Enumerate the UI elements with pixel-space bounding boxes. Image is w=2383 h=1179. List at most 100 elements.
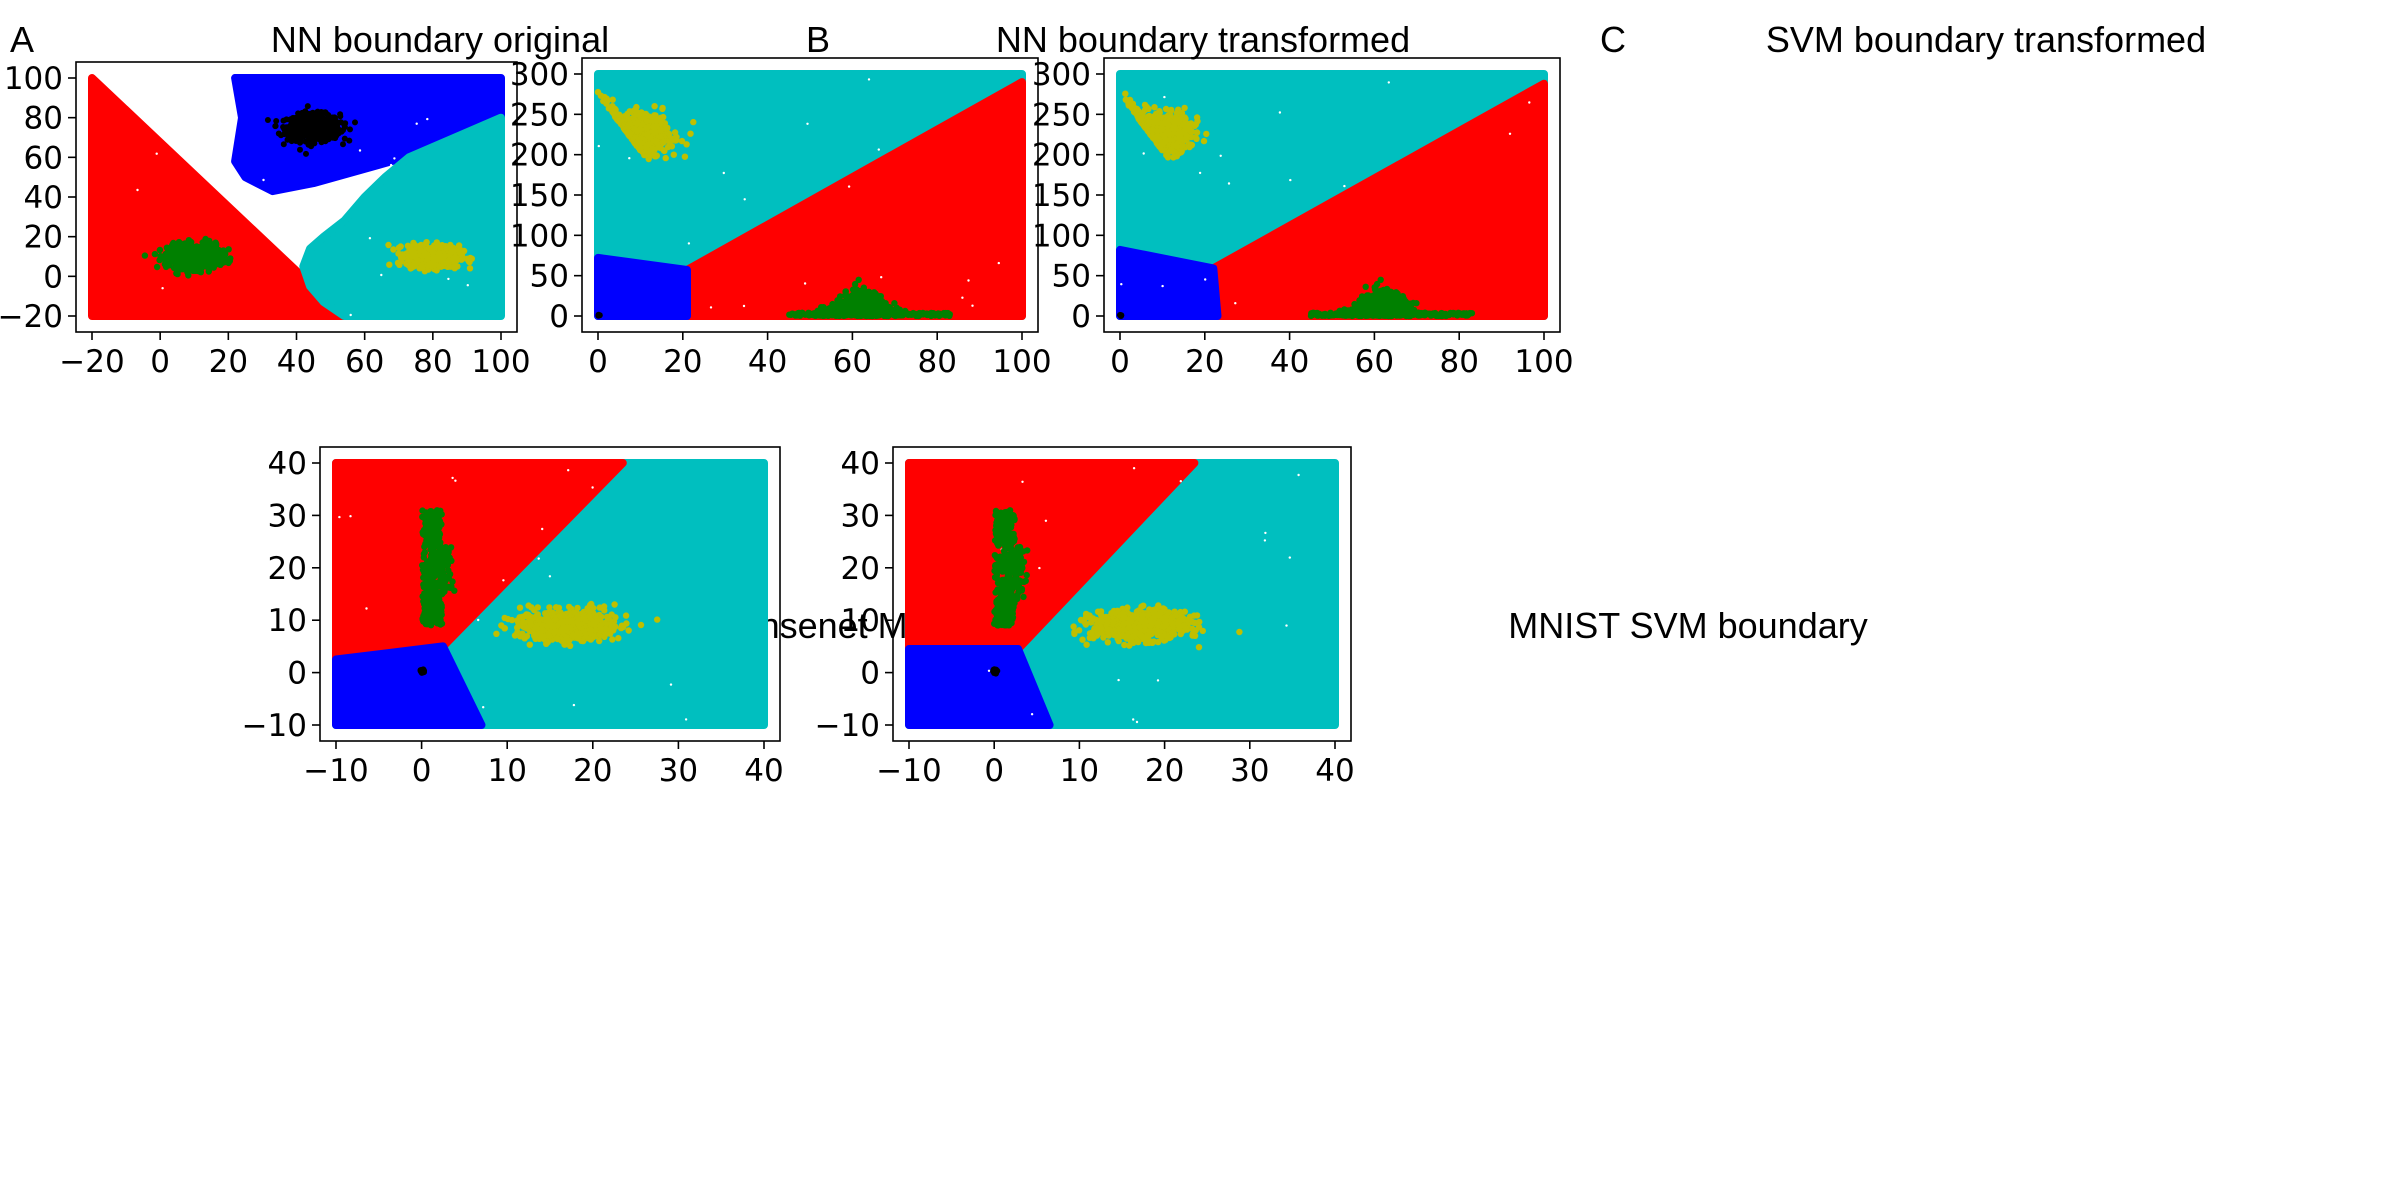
point-yellow [1177, 135, 1185, 142]
point-yellow [433, 267, 440, 274]
point-yellow [681, 153, 689, 160]
point-green [1392, 289, 1400, 296]
point-black [595, 312, 602, 319]
point-yellow [411, 241, 418, 248]
y-tick-label: 0 [549, 299, 569, 335]
point-green [141, 252, 149, 259]
point-green [1362, 283, 1369, 290]
point-black [278, 132, 284, 139]
point-green [888, 308, 895, 315]
point-yellow [1163, 151, 1170, 159]
panel-a: A NN boundary original −20 0 20 40 60 80 100−2… [0, 19, 609, 380]
panel-b: B NN boundary transformed 0 20 40 60 80 10005… [510, 19, 1410, 380]
cluster-black [595, 311, 603, 319]
point-yellow [1180, 121, 1187, 128]
point-yellow [1173, 143, 1181, 150]
point-black [304, 119, 311, 126]
point-black [303, 150, 309, 157]
gap-point [880, 276, 883, 279]
point-green [199, 254, 207, 262]
point-green [940, 309, 947, 317]
point-black [299, 109, 306, 116]
point-yellow [1193, 114, 1201, 121]
point-yellow [423, 239, 430, 247]
gap-point [155, 152, 158, 155]
scatter-gaps [597, 78, 1000, 314]
point-green [1400, 298, 1408, 305]
gap-point [245, 196, 248, 200]
point-green [1399, 293, 1407, 300]
gap-point [349, 515, 352, 518]
point-green [226, 257, 234, 265]
region-blue [594, 253, 691, 320]
y-tick-label: 60 [24, 140, 63, 176]
point-yellow [659, 105, 666, 113]
gap-point [502, 579, 505, 582]
x-tick-label: 20 [1185, 344, 1224, 380]
gap-point [477, 618, 480, 622]
point-black [338, 128, 345, 135]
point-yellow [605, 105, 612, 112]
cluster-green [141, 235, 234, 279]
point-green [807, 311, 814, 318]
point-green [1336, 307, 1343, 314]
x-tick-label: 0 [150, 344, 170, 380]
point-green [794, 312, 801, 319]
point-yellow [1181, 128, 1189, 135]
y-tick-label: 40 [24, 180, 63, 216]
point-green [856, 303, 864, 311]
x-tick-label: 100 [992, 344, 1051, 380]
point-yellow [1153, 119, 1161, 126]
point-yellow [1156, 113, 1163, 120]
point-yellow [637, 145, 644, 152]
point-green [180, 248, 187, 255]
gap-point [1387, 81, 1391, 84]
point-green [156, 246, 164, 254]
point-green [1327, 312, 1335, 319]
panel-c: C SVM boundary transformed 0 20 40 60 80 1000… [1032, 19, 2206, 380]
gap-point [358, 149, 362, 152]
cluster-yellow [594, 88, 697, 163]
point-yellow [660, 147, 668, 154]
point-yellow [1122, 90, 1129, 97]
point-black [264, 117, 271, 123]
point-black [285, 123, 292, 130]
gap-point [628, 157, 631, 160]
point-green [187, 247, 194, 255]
gap-point [368, 237, 372, 240]
gap-point [1278, 111, 1282, 114]
point-green [1392, 302, 1400, 310]
region-blue [1116, 245, 1222, 320]
gap-point [1163, 95, 1166, 99]
point-green [203, 260, 211, 268]
point-green [1371, 294, 1379, 301]
point-green [818, 311, 826, 318]
point-yellow [441, 252, 448, 259]
point-green [437, 561, 444, 569]
cluster-black [1117, 312, 1125, 319]
point-green [213, 247, 220, 254]
gap-point [136, 188, 139, 192]
point-black [298, 119, 305, 126]
gap-point [597, 144, 600, 148]
point-yellow [446, 250, 454, 257]
point-yellow [1167, 113, 1175, 120]
x-tick-label: 100 [471, 344, 530, 380]
panel-title-c: SVM boundary transformed [1766, 19, 2206, 60]
point-green [867, 293, 874, 300]
point-black [280, 141, 287, 148]
point-green [221, 255, 229, 262]
point-green [1403, 305, 1411, 312]
point-green [874, 308, 882, 315]
point-yellow [1193, 129, 1201, 136]
x-tick-label: 20 [209, 344, 248, 380]
point-yellow [625, 121, 632, 128]
point-black [352, 119, 358, 126]
point-green [1450, 311, 1457, 318]
region-blue [332, 642, 486, 729]
point-green [170, 250, 177, 258]
point-green [225, 246, 232, 253]
